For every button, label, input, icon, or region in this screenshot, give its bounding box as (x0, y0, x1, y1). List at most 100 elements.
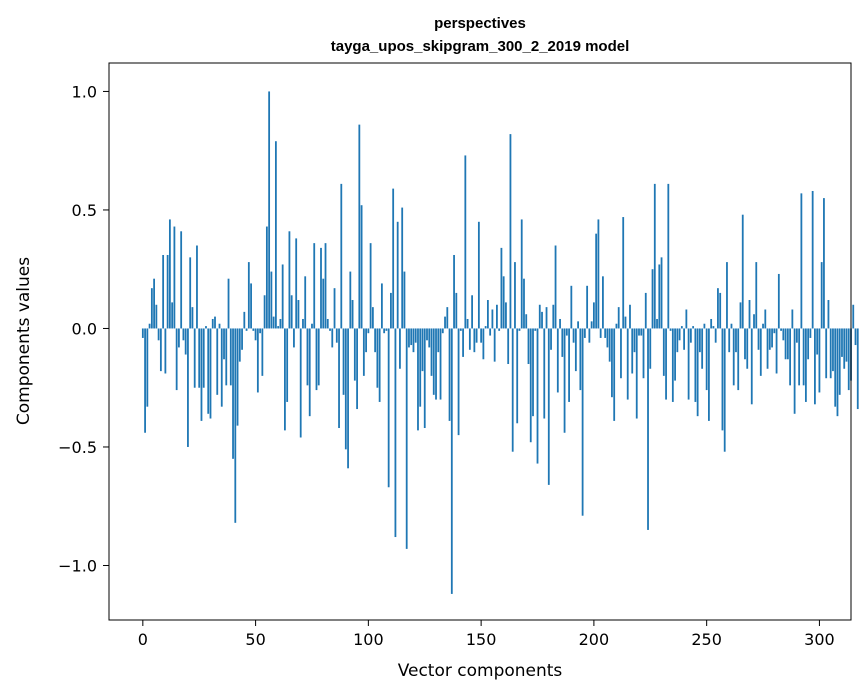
bar (832, 328, 834, 372)
bar (241, 328, 243, 350)
bar (807, 328, 810, 360)
bar (597, 219, 600, 329)
bar (500, 247, 503, 329)
bar (362, 328, 365, 376)
bar (509, 134, 512, 329)
bar (390, 292, 392, 329)
bar (496, 304, 498, 329)
bar (288, 231, 291, 329)
y-tick-label: −1.0 (58, 556, 97, 575)
bar (293, 328, 295, 348)
bar (261, 328, 264, 376)
bar (468, 328, 471, 350)
bar (439, 328, 442, 400)
bar (475, 328, 478, 343)
bar (599, 328, 602, 338)
bar (816, 328, 819, 355)
x-tick-label: 150 (466, 630, 497, 649)
bar (665, 328, 667, 400)
x-axis-label: Vector components (398, 661, 563, 681)
bar (324, 243, 327, 329)
bar (223, 328, 225, 360)
bar (225, 328, 228, 386)
bar (315, 328, 318, 391)
x-tick-label: 200 (579, 630, 610, 649)
bar (245, 328, 248, 331)
bar (827, 300, 830, 329)
bar (171, 302, 174, 329)
bar (838, 328, 841, 395)
bar (286, 328, 289, 402)
bar (435, 328, 437, 400)
bar (856, 328, 859, 410)
bar (671, 328, 674, 402)
bar (446, 307, 449, 329)
bar (728, 328, 731, 353)
bar (590, 321, 593, 329)
x-tick-label: 300 (804, 630, 835, 649)
bar (642, 328, 645, 379)
bar (344, 328, 347, 450)
bar (507, 328, 510, 365)
bar (757, 328, 760, 350)
bar (220, 328, 223, 407)
bar (457, 328, 460, 436)
bar (606, 328, 609, 348)
bar (854, 328, 857, 346)
y-tick-label: −0.5 (58, 438, 97, 457)
bar (471, 295, 473, 329)
bar (374, 328, 377, 353)
bar (498, 328, 501, 331)
bar (561, 328, 564, 357)
x-tick-label: 250 (691, 630, 722, 649)
bar (297, 300, 300, 329)
bar (579, 328, 582, 391)
bar (755, 262, 758, 329)
bar (516, 328, 519, 424)
bar (455, 292, 458, 329)
bar (746, 328, 749, 369)
bar (464, 155, 467, 329)
bar (689, 328, 692, 343)
bar (841, 328, 843, 357)
bar (662, 328, 665, 376)
bar (717, 288, 719, 329)
bar (784, 328, 787, 360)
bar (667, 183, 670, 329)
bar (518, 328, 521, 331)
bar (570, 285, 573, 329)
bar (205, 326, 207, 329)
bar (184, 328, 187, 355)
bar (624, 316, 627, 329)
bar (804, 328, 807, 402)
bar (378, 328, 381, 402)
bar (685, 309, 688, 329)
bar (626, 328, 629, 400)
bar (272, 316, 275, 329)
bar (259, 328, 261, 334)
bar (392, 188, 395, 329)
bar (669, 328, 672, 331)
x-axis-ticks: 0 50 100 150 200 250 300 (138, 620, 835, 649)
bar (385, 328, 388, 331)
y-axis-ticks: 1.0 0.5 0.0 −0.5 −1.0 (58, 82, 109, 575)
bar (545, 307, 548, 329)
bar (274, 141, 277, 329)
bar (216, 328, 219, 395)
bar (536, 328, 539, 464)
bar (800, 193, 803, 329)
bar (802, 328, 805, 386)
bars-group (141, 91, 859, 594)
bar (649, 328, 652, 369)
bar (773, 328, 776, 334)
bar (313, 243, 316, 329)
bar (491, 309, 494, 329)
bar (423, 328, 426, 429)
x-tick-label: 0 (138, 630, 148, 649)
bar (656, 318, 658, 329)
bar (290, 295, 293, 329)
bar (371, 307, 374, 329)
bar (615, 323, 618, 329)
bar (723, 328, 726, 452)
